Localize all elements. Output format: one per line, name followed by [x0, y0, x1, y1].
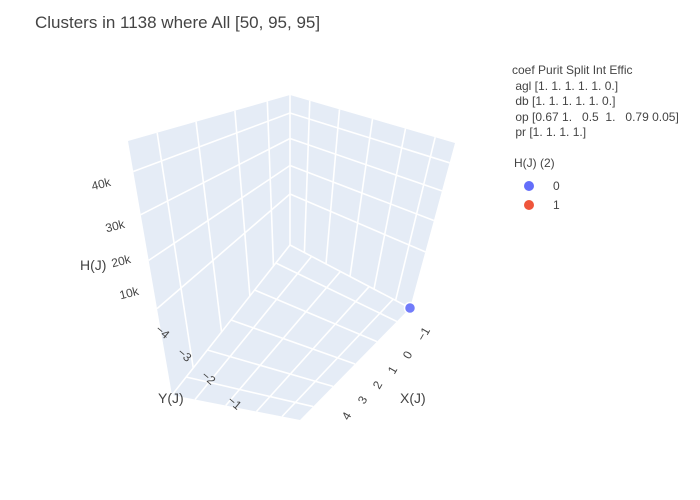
x-floor-gridline: [254, 289, 378, 343]
floor-pane: [172, 245, 410, 420]
z-gridline-left: [133, 112, 291, 173]
floor-edge-left: [171, 244, 291, 396]
left-wall: [128, 95, 290, 395]
y-wall-gridline: [195, 121, 223, 333]
chart-title: Clusters in 1138 where All [50, 95, 95]: [35, 13, 321, 32]
x-wall-gridline: [303, 100, 311, 253]
annotation-line: pr [1. 1. 1. 1.]: [512, 125, 587, 139]
coefficient-annotation: coef Purit Split Int Effic agl [1. 1. 1.…: [512, 63, 679, 141]
z-axis-title: H(J): [80, 257, 106, 273]
floor-edge-right: [289, 244, 411, 309]
legend-swatch-icon: [524, 180, 534, 191]
legend-item[interactable]: 0: [514, 176, 560, 195]
y-wall-gridline: [234, 110, 251, 297]
annotation-line: coef Purit Split Int Effic: [512, 63, 633, 77]
y-wall-gridline: [156, 132, 195, 369]
legend-label: 0: [553, 178, 560, 193]
annotation-line: db [1. 1. 1. 1. 1. 0.]: [512, 94, 616, 108]
annotation-line: op [0.67 1. 0.5 1. 0.79 0.05]: [512, 109, 679, 124]
x-tick-label: 2: [370, 378, 386, 391]
data-point[interactable]: [403, 301, 417, 315]
z-gridline-left: [156, 193, 291, 310]
z-gridline-left: [148, 164, 291, 262]
x-floor-gridline: [230, 319, 356, 365]
z-tick-label: 10k: [118, 284, 141, 303]
legend-swatch-icon: [524, 199, 534, 210]
x-tick-label: 0: [400, 348, 416, 361]
legend-item[interactable]: 1: [514, 195, 560, 214]
legend-title: H(J) (2): [514, 156, 555, 170]
x-wall-gridline: [325, 109, 341, 264]
x-floor-gridline: [185, 376, 314, 408]
scene-grid: [133, 95, 450, 418]
z-tick-label: 40k: [90, 175, 113, 194]
z-tick-label: 20k: [110, 252, 133, 271]
z-gridline-left: [140, 137, 291, 216]
x-tick-label: −1: [414, 324, 433, 343]
x-wall-gridline: [373, 128, 407, 290]
legend: H(J) (2) 0 1: [514, 156, 560, 214]
scene-panes: [128, 95, 455, 420]
x-floor-gridline: [275, 262, 398, 323]
legend-label: 1: [553, 197, 560, 212]
z-tick-label: 30k: [104, 217, 127, 236]
right-wall: [290, 95, 455, 308]
x-wall-gridline: [349, 118, 374, 277]
x-wall-gridline: [394, 137, 436, 301]
x-tick-label: 1: [385, 363, 401, 376]
x-axis-title: X(J): [400, 390, 426, 406]
x-tick-label: 4: [339, 409, 355, 422]
scene-points: [403, 301, 417, 315]
y-axis-title: Y(J): [158, 390, 184, 406]
y-wall-gridline: [266, 101, 275, 267]
annotation-line: agl [1. 1. 1. 1. 1. 0.]: [512, 78, 619, 93]
x-floor-gridline: [207, 349, 334, 388]
x-tick-label: 3: [355, 393, 371, 406]
